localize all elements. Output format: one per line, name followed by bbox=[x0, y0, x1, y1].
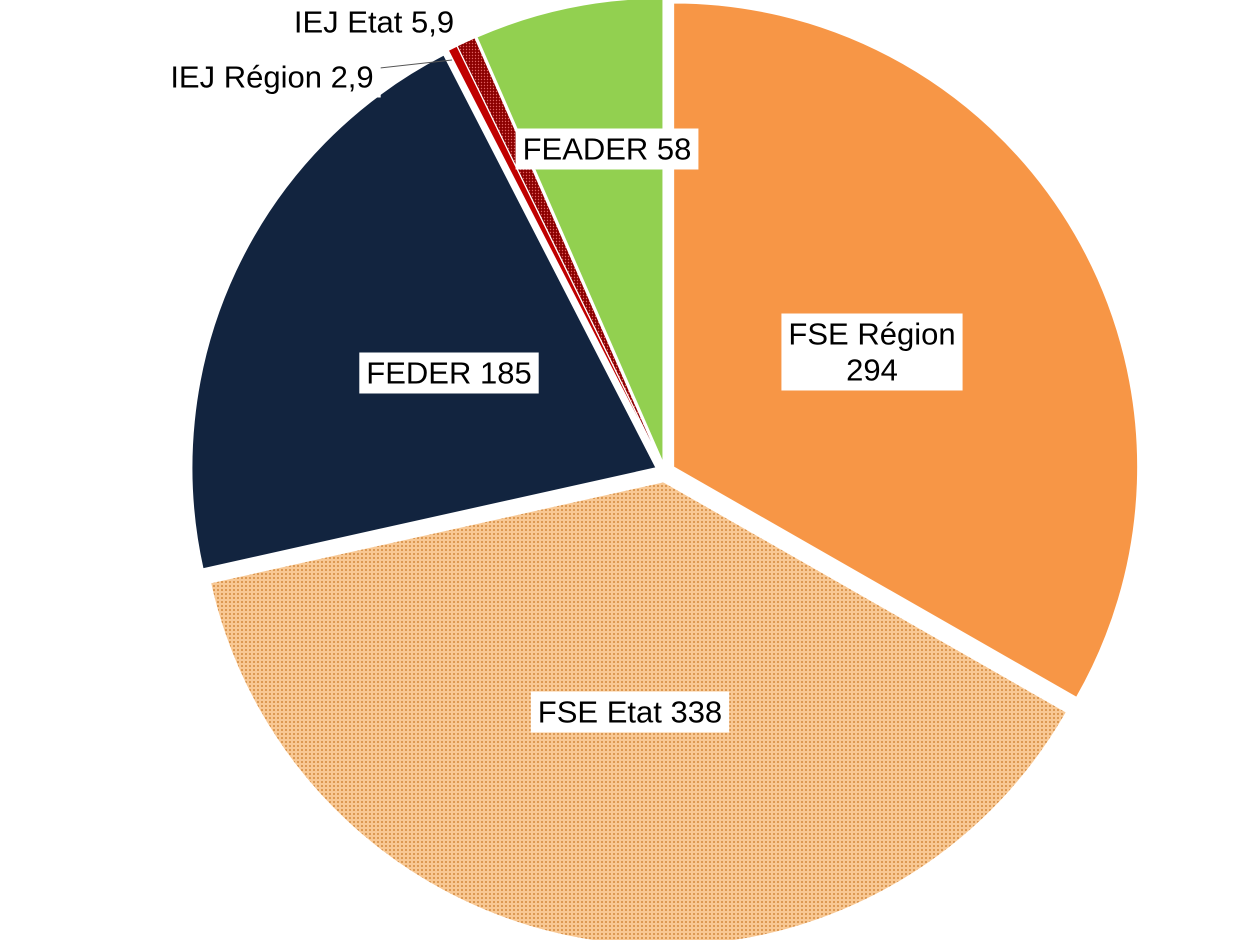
data-label-box bbox=[781, 313, 963, 391]
data-label-text: IEJ Etat 5,9 bbox=[294, 5, 454, 40]
data-label-text: FEDER 185 bbox=[366, 356, 531, 391]
data-label-line: FEADER 58 bbox=[523, 132, 692, 167]
data-label-iej-region: IEJ Région 2,9 bbox=[163, 56, 381, 98]
data-label-box bbox=[163, 56, 381, 98]
data-label-line: FEDER 185 bbox=[366, 356, 531, 391]
data-label-line: 294 bbox=[846, 353, 898, 388]
data-label-text: FEADER 58 bbox=[523, 132, 692, 167]
pie-slice-feader bbox=[476, 0, 664, 463]
data-label-text: IEJ Région 2,9 bbox=[170, 60, 373, 95]
data-label-line: FSE Région bbox=[788, 317, 955, 352]
data-label-fse-region: FSE Région 294 bbox=[781, 313, 963, 391]
data-label-line: FSE Etat 338 bbox=[538, 695, 722, 730]
data-label-box bbox=[515, 128, 699, 170]
data-label-box bbox=[286, 1, 462, 43]
data-label-feder: FEDER 185 bbox=[359, 352, 539, 394]
data-label-text: FSE Région 294 bbox=[788, 317, 955, 388]
data-label-box bbox=[359, 352, 539, 394]
pie-slice-iej-etat bbox=[456, 37, 662, 464]
data-label-feader: FEADER 58 bbox=[515, 128, 699, 170]
data-label-iej-etat: IEJ Etat 5,9 bbox=[286, 1, 462, 43]
data-label-fse-etat: FSE Etat 338 bbox=[530, 691, 730, 733]
data-label-line: IEJ Etat 5,9 bbox=[294, 5, 454, 40]
data-label-text: FSE Etat 338 bbox=[538, 695, 722, 730]
data-label-line: IEJ Région 2,9 bbox=[170, 60, 373, 95]
leader-line-iej-region bbox=[379, 59, 453, 69]
data-label-box bbox=[530, 691, 730, 733]
